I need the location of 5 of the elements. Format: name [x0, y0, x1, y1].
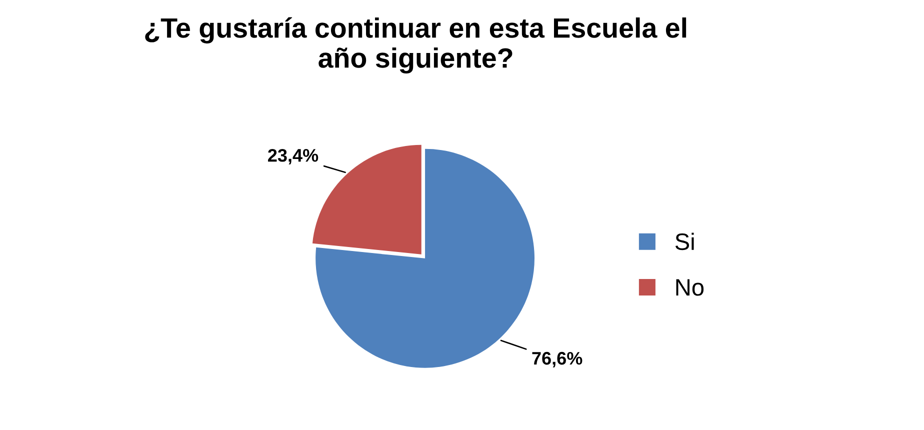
data-label: 76,6% [532, 352, 582, 368]
data-label: 23,4% [268, 148, 318, 164]
chart-title: ¿Te gustaría continuar en esta Escuela el año siguiente? [145, 17, 686, 74]
legend-label: No [676, 279, 704, 296]
legend-label: Si [675, 232, 694, 250]
